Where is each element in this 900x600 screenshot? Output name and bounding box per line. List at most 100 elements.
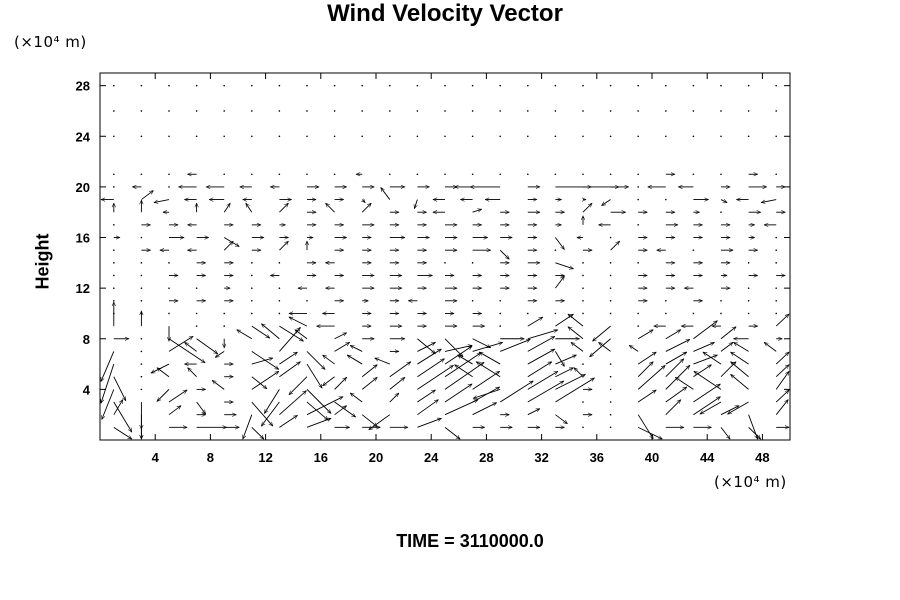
vector-dot [747, 135, 750, 138]
wind-vector [251, 427, 264, 439]
wind-vector [444, 399, 478, 416]
y-tick-label: 12 [76, 281, 90, 296]
wind-vector [279, 414, 297, 428]
wind-vector [775, 400, 788, 415]
vector-dot [720, 211, 722, 214]
wind-vector [306, 396, 343, 416]
vector-dot [140, 84, 143, 87]
vector-dot [251, 299, 253, 302]
vector-dot [609, 312, 612, 315]
wind-vector [157, 389, 170, 401]
vector-dot [775, 236, 777, 239]
wind-vector [444, 426, 460, 439]
wind-vector [414, 199, 418, 209]
vector-dot [554, 249, 557, 251]
vector-dot [471, 84, 474, 87]
vector-dot [609, 173, 612, 176]
vector-dot [499, 325, 502, 327]
wind-vector [223, 241, 233, 251]
vector-dot [609, 363, 612, 365]
wind-vector [375, 358, 390, 365]
wind-vector [334, 342, 350, 352]
wind-vector [665, 359, 684, 378]
wind-vector [476, 361, 501, 378]
wind-vector [775, 352, 789, 365]
wind-vector [472, 402, 497, 416]
wind-vector [555, 276, 564, 289]
y-tick-label: 16 [76, 231, 90, 246]
wind-vector [306, 389, 331, 413]
vector-dot [223, 325, 225, 327]
vector-dot [223, 110, 225, 112]
vector-dot [720, 299, 722, 302]
wind-vector [188, 368, 197, 378]
wind-vector [417, 358, 444, 378]
wind-vector [775, 365, 789, 378]
vector-dot [527, 110, 529, 112]
vector-dot [582, 401, 584, 403]
vector-dot [471, 110, 474, 112]
vector-dot [223, 135, 225, 138]
x-tick-label: 8 [207, 450, 214, 465]
wind-vector [389, 377, 405, 390]
wind-vector [665, 365, 690, 390]
wind-vector [555, 377, 594, 403]
vector-dot [306, 173, 308, 176]
vector-dot [637, 224, 639, 226]
wind-vector [417, 400, 438, 416]
wind-vector [251, 325, 270, 339]
vector-dot [609, 401, 612, 403]
wind-vector [527, 336, 555, 352]
wind-vector [323, 355, 335, 365]
wind-vector [458, 354, 473, 365]
vector-dot [333, 84, 336, 87]
wind-vector [731, 374, 749, 390]
vector-dot [168, 173, 170, 176]
vector-dot [609, 413, 612, 416]
wind-vector [417, 389, 435, 403]
vector-dot [278, 135, 281, 138]
vector-dot [168, 287, 170, 289]
vector-dot [278, 110, 281, 112]
wind-vector [665, 329, 681, 340]
wind-vector [306, 351, 325, 369]
y-tick-label: 24 [76, 129, 91, 144]
wind-vector [555, 262, 573, 269]
vector-dot [609, 299, 612, 302]
wind-vector [361, 377, 377, 390]
wind-vector [334, 332, 347, 340]
x-tick-label: 48 [755, 450, 769, 465]
wind-vector [417, 348, 441, 365]
wind-vector [306, 401, 328, 420]
wind-vector [326, 203, 335, 213]
vector-dot [113, 186, 115, 188]
wind-vector [720, 200, 727, 203]
wind-vector [444, 383, 472, 403]
vector-dot [499, 84, 502, 87]
wind-vector [334, 401, 356, 417]
x-axis-unit-label: (×10⁴ m) [714, 473, 787, 491]
vector-dot [389, 135, 391, 138]
wind-vector [472, 386, 500, 403]
vector-dot [251, 84, 253, 87]
vector-dot [665, 110, 667, 112]
y-tick-label: 28 [76, 79, 90, 94]
vector-dot [168, 84, 170, 87]
vector-dot [471, 262, 474, 264]
vector-dot [499, 173, 502, 176]
wind-vector [568, 327, 584, 340]
vector-dot [747, 287, 750, 289]
wind-vector [571, 342, 584, 352]
vector-dot [361, 84, 364, 87]
vector-dot [609, 84, 612, 87]
wind-vector [289, 316, 308, 327]
wind-vector [568, 314, 584, 327]
vector-dot [554, 84, 557, 87]
vector-dot [278, 287, 281, 289]
vector-dot [361, 135, 364, 138]
vector-dot [223, 173, 225, 176]
x-tick-label: 44 [700, 450, 715, 465]
wind-vector [637, 389, 656, 403]
wind-vector [151, 363, 170, 374]
wind-vector [444, 345, 472, 352]
